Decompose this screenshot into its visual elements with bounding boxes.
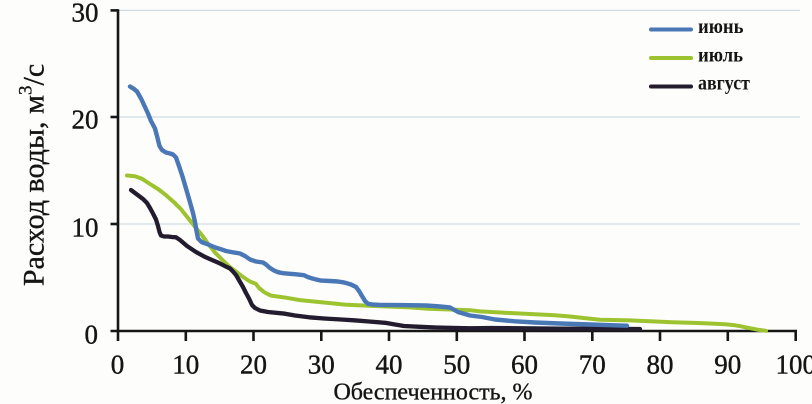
- svg-text:60: 60: [511, 350, 538, 380]
- svg-text:0: 0: [85, 320, 99, 350]
- svg-text:90: 90: [714, 350, 741, 380]
- svg-text:июль: июль: [698, 43, 743, 67]
- svg-text:август: август: [698, 71, 751, 95]
- svg-text:10: 10: [172, 350, 199, 380]
- svg-text:40: 40: [376, 350, 403, 380]
- svg-text:20: 20: [240, 350, 267, 380]
- svg-text:30: 30: [308, 350, 335, 380]
- svg-text:июнь: июнь: [698, 14, 744, 38]
- svg-text:70: 70: [579, 350, 606, 380]
- svg-text:30: 30: [72, 0, 99, 28]
- svg-text:20: 20: [72, 105, 99, 135]
- svg-text:80: 80: [647, 350, 674, 380]
- svg-text:100: 100: [775, 350, 812, 380]
- svg-text:Обеспеченность, %: Обеспеченность, %: [333, 380, 532, 404]
- svg-text:0: 0: [111, 350, 125, 380]
- svg-text:50: 50: [443, 350, 470, 380]
- svg-text:10: 10: [72, 213, 99, 243]
- svg-text:Расход воды, м3/с: Расход воды, м3/с: [16, 64, 51, 286]
